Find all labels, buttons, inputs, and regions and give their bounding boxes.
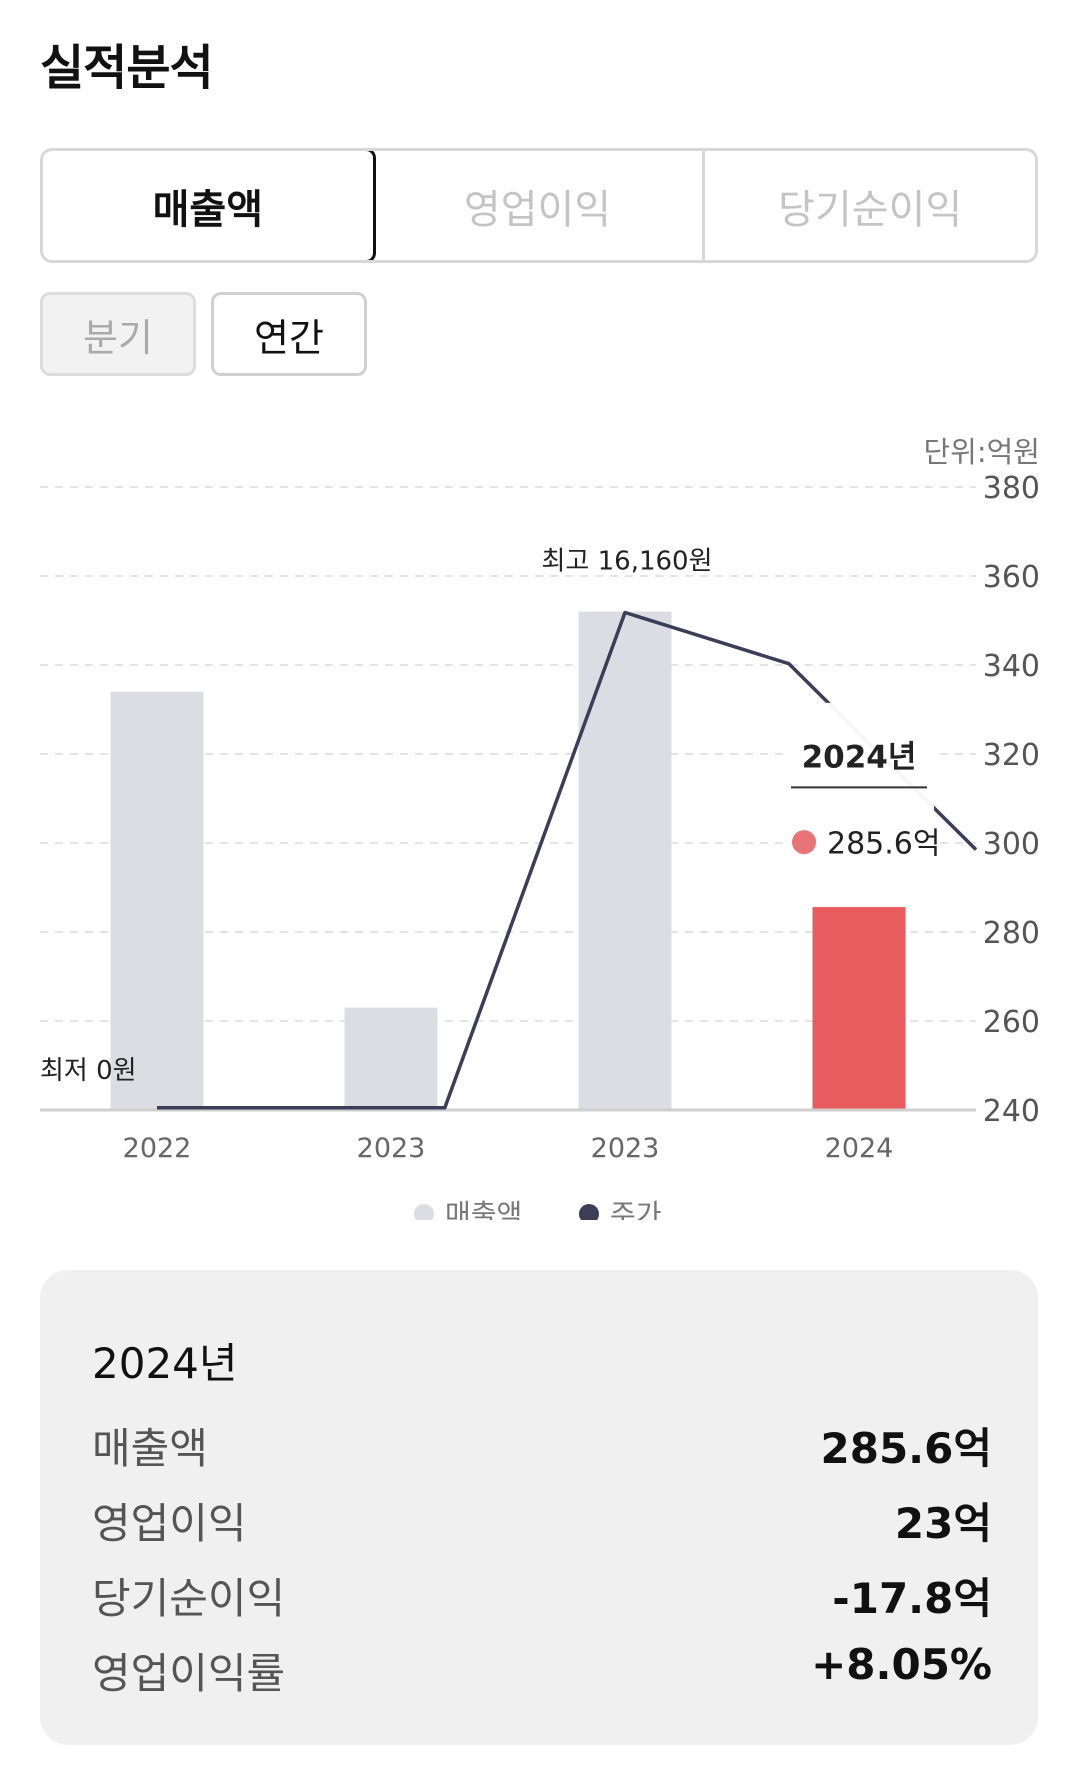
summary-row-revenue: 매출액 285.6억 (92, 1415, 992, 1475)
summary-value: 285.6억 (820, 1424, 993, 1473)
unit-label: 단위:억원 (924, 435, 1041, 469)
summary-label: 영업이익 (92, 1499, 247, 1548)
summary-label: 매출액 (92, 1424, 208, 1473)
summary-row-net-income: 당기순이익 -17.8억 (92, 1565, 992, 1625)
tab-net-income[interactable]: 당기순이익 (778, 186, 963, 233)
y-tick-label: 320 (983, 738, 1040, 773)
y-tick-label: 340 (983, 649, 1040, 684)
x-tick-label: 2024 (825, 1133, 894, 1164)
section-title: 실적분석 (40, 40, 214, 96)
annual-toggle[interactable]: 연간 (211, 292, 367, 376)
min-annotation: 최저 0원 (40, 1056, 137, 1086)
legend-price-dot (579, 1204, 599, 1220)
quarter-toggle[interactable]: 분기 (40, 292, 196, 376)
y-tick-label: 260 (983, 1005, 1040, 1040)
bar (110, 691, 204, 1110)
bar (812, 907, 906, 1110)
tooltip-value: 285.6억 (827, 827, 940, 862)
bar (578, 611, 672, 1110)
y-tick-label: 380 (983, 471, 1040, 506)
tab-revenue[interactable]: 매출액 (43, 151, 376, 260)
summary-value: +8.05% (811, 1640, 992, 1689)
y-tick-label: 360 (983, 560, 1040, 595)
x-tick-label: 2023 (357, 1133, 426, 1164)
legend-revenue-label: 매출액 (445, 1198, 522, 1220)
summary-value: 23억 (894, 1499, 992, 1548)
bar (344, 1007, 438, 1110)
legend-revenue-dot (414, 1204, 434, 1220)
y-tick-label: 300 (983, 827, 1040, 862)
summary-row-operating-margin: 영업이익률 +8.05% (92, 1640, 992, 1700)
summary-value: -17.8억 (832, 1574, 992, 1623)
legend-price-label: 주가 (610, 1198, 662, 1220)
max-annotation: 최고 16,160원 (542, 546, 713, 576)
tooltip-year: 2024년 (802, 739, 917, 775)
summary-label: 당기순이익 (92, 1574, 286, 1623)
tab-operating-profit[interactable]: 영업이익 (373, 151, 706, 260)
tooltip-box (784, 702, 934, 853)
summary-row-operating-profit: 영업이익 23억 (92, 1490, 992, 1550)
summary-label: 영업이익률 (92, 1649, 286, 1698)
metric-tabs: 매출액 영업이익 당기순이익 (40, 148, 1038, 263)
x-tick-label: 2023 (591, 1133, 660, 1164)
summary-year: 2024년 (92, 1339, 238, 1388)
summary-card: 2024년 매출액 285.6억 영업이익 23억 당기순이익 -17.8억 영… (40, 1270, 1038, 1745)
y-tick-label: 240 (983, 1094, 1040, 1129)
y-tick-label: 280 (983, 916, 1040, 951)
tooltip-dot (792, 830, 816, 855)
revenue-chart: 380 360 340 320 300 280 260 240 단위:억원 2022 2023 202… (40, 435, 1041, 1220)
x-tick-label: 2022 (123, 1133, 192, 1164)
